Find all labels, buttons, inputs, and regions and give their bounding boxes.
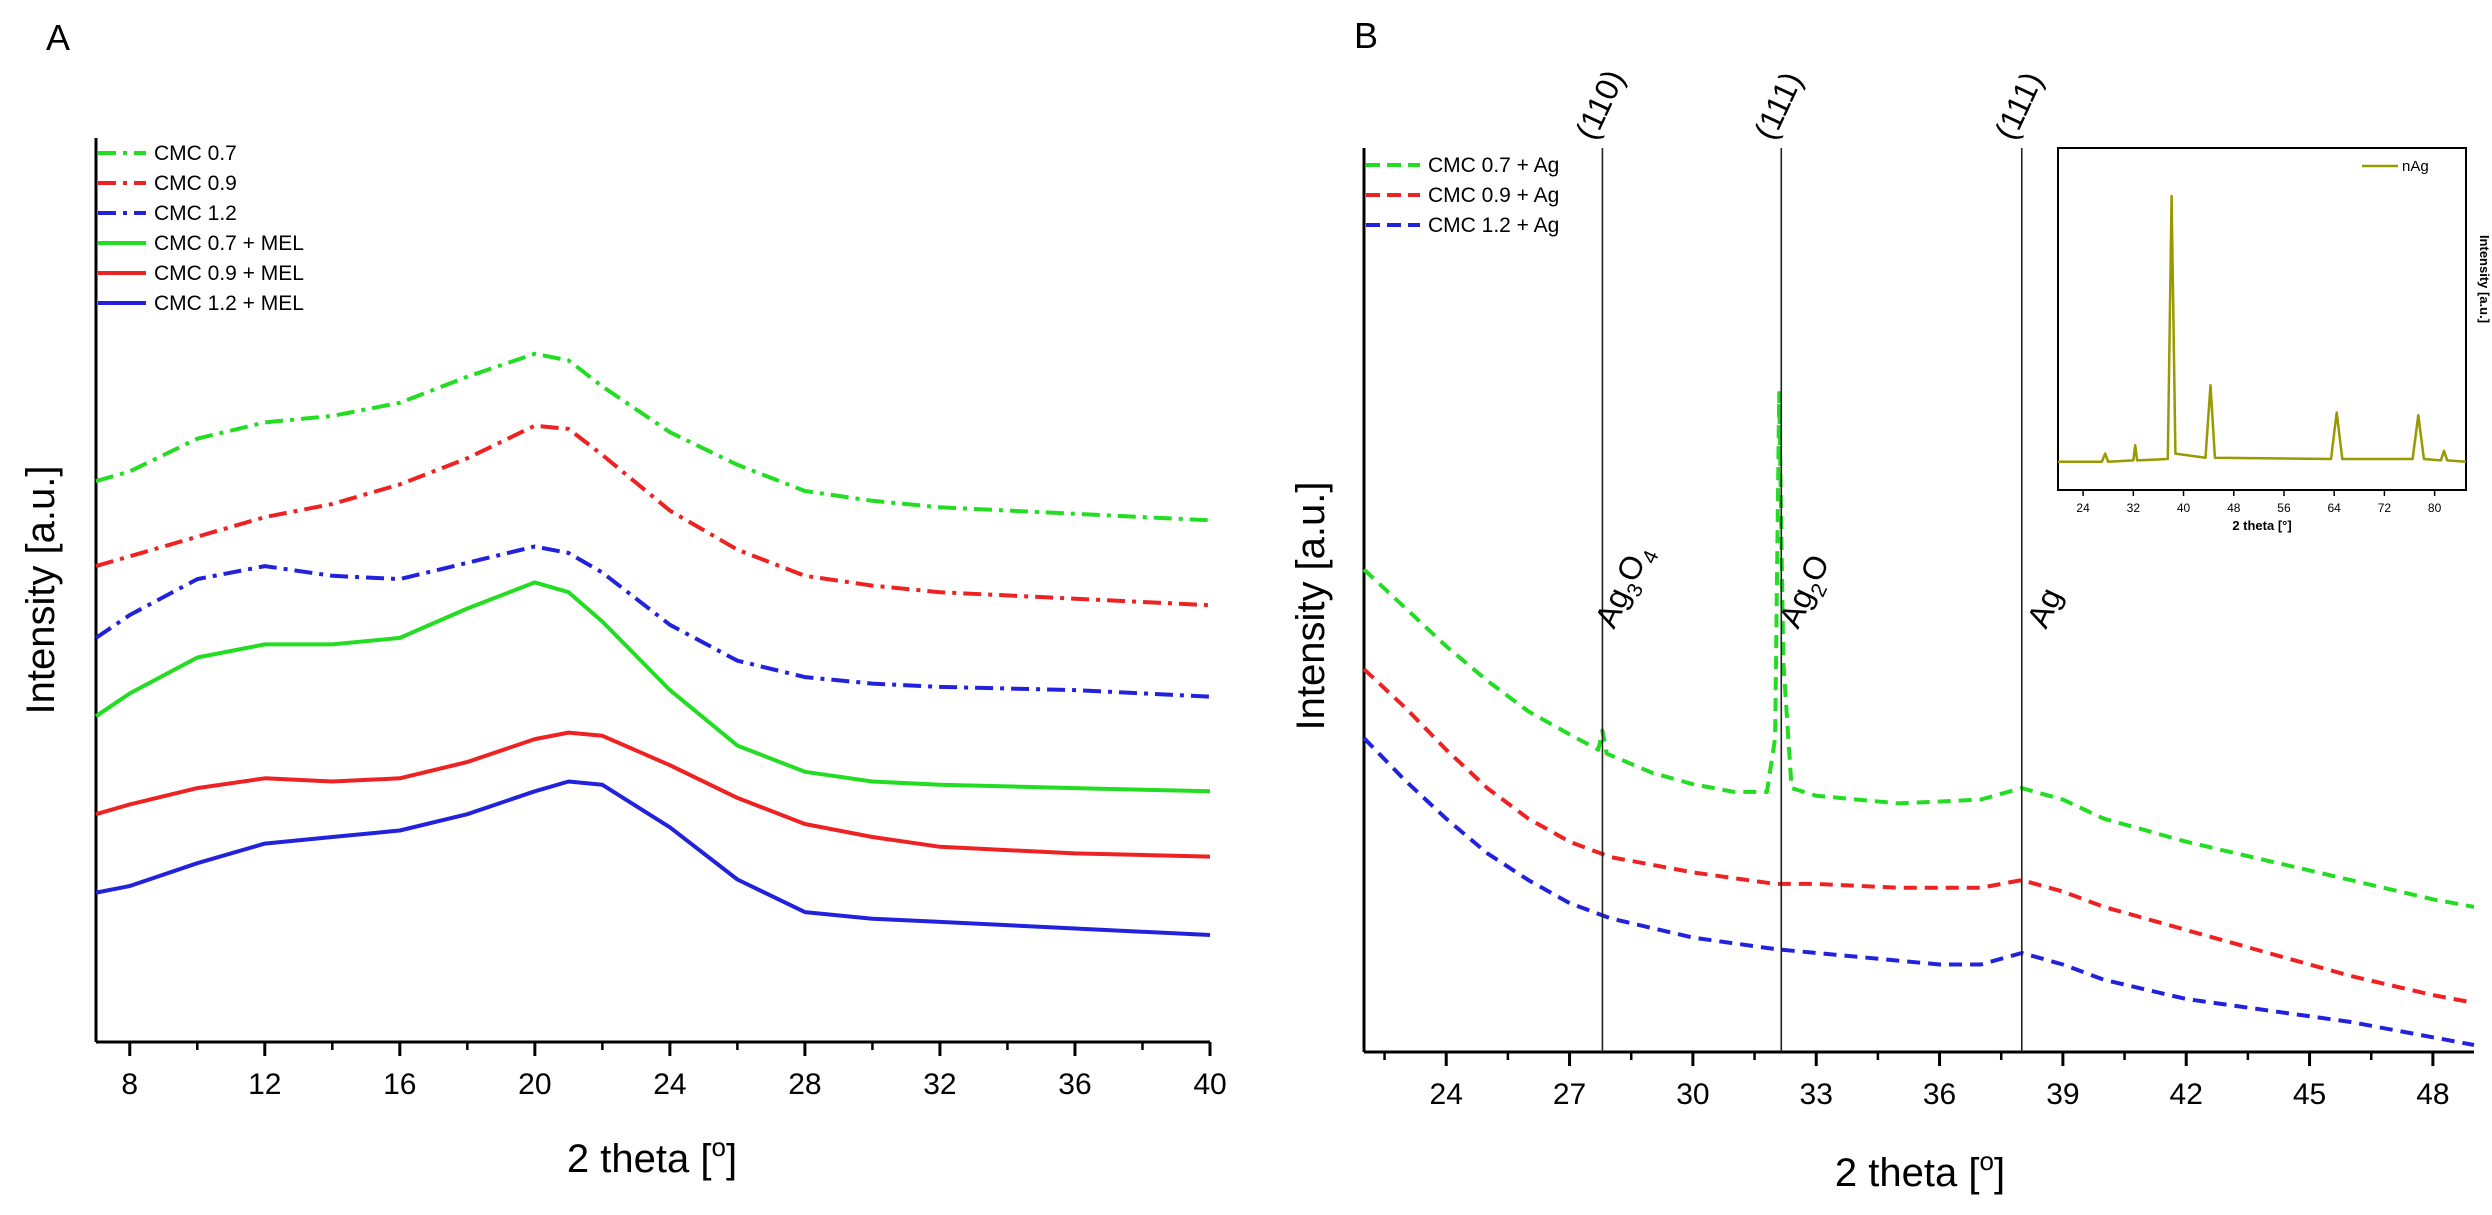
inset-series-nag — [2058, 194, 2467, 464]
inset-x-tick-label: 80 — [2428, 501, 2442, 515]
x-tick-label: 36 — [1923, 1078, 1956, 1111]
x-tick-label: 16 — [383, 1068, 416, 1101]
x-tick-label: 39 — [2046, 1078, 2079, 1111]
phase-label: Ag — [2020, 582, 2069, 633]
series-line-cmc-0-9-ag — [1362, 667, 2475, 1005]
hkl-label: (111) — [1747, 66, 1809, 145]
x-axis-title-end: ] — [726, 1137, 737, 1181]
x-tick-label: 12 — [248, 1068, 281, 1101]
x-axis-title-unit: o — [711, 1132, 725, 1162]
legend-label: CMC 1.2 + MEL — [154, 292, 304, 315]
x-tick-label: 20 — [518, 1068, 551, 1101]
legend: CMC 0.7 + Ag CMC 0.9 + Ag CMC 1.2 + Ag — [1366, 154, 1559, 237]
inset-x-tick-label: 24 — [2076, 501, 2090, 515]
x-tick-label: 32 — [923, 1068, 956, 1101]
hkl-label: (111) — [1987, 66, 2049, 145]
inset-frame — [2057, 147, 2467, 491]
panel-label: A — [46, 17, 70, 58]
legend: CMC 0.7 CMC 0.9 CMC 1.2 CMC 0.7 + MEL CMC 0.… — [98, 142, 304, 315]
x-tick-label: 33 — [1800, 1078, 1833, 1111]
hkl-label: (110) — [1568, 64, 1631, 145]
inset-x-tick-label: 48 — [2227, 501, 2241, 515]
phase-label: Ag3O4 — [1588, 538, 1664, 636]
x-tick-label: 24 — [653, 1068, 686, 1101]
series-line-cmc-0-7-mel — [94, 580, 1211, 794]
legend-label: CMC 0.7 + Ag — [1428, 154, 1559, 177]
x-axis-title: 2 theta [o] — [567, 1132, 737, 1181]
legend-label: CMC 0.9 + MEL — [154, 262, 304, 285]
x-axis-title-text: 2 theta [ — [1835, 1151, 1980, 1195]
x-tick-label: 27 — [1553, 1078, 1586, 1111]
series-line-cmc-0-7-ag — [1362, 391, 2475, 909]
x-tick-label: 42 — [2170, 1078, 2203, 1111]
panel-label: B — [1354, 15, 1378, 56]
series-line-cmc-0-9 — [95, 423, 1211, 608]
x-axis-title: 2 theta [o] — [1835, 1146, 2005, 1195]
inset-y-title: Intensity [a.u.] — [2477, 235, 2492, 323]
phase-main: Ag — [2020, 582, 2069, 633]
inset-x-title: 2 theta [°] — [2232, 518, 2291, 533]
legend-label: CMC 0.7 + MEL — [154, 232, 304, 255]
legend-label: CMC 1.2 + Ag — [1428, 214, 1559, 237]
x-axis-title-end: ] — [1994, 1151, 2005, 1195]
inset-legend-label: nAg — [2402, 158, 2429, 175]
legend-label: CMC 0.9 — [154, 172, 237, 195]
x-tick-label: 30 — [1676, 1078, 1709, 1111]
y-axis-title: Intensity [a.u.] — [1289, 481, 1333, 730]
series-line-cmc-1-2 — [94, 544, 1211, 699]
x-axis-title-unit: o — [1979, 1146, 1993, 1176]
x-tick-label: 24 — [1430, 1078, 1463, 1111]
x-tick-label: 40 — [1193, 1068, 1226, 1101]
inset-chart: 24 32 40 48 56 64 72 80 2 theta [°] Intensity [a.… — [2057, 147, 2492, 533]
inset-x-tick-label: 56 — [2277, 501, 2291, 515]
series-line-cmc-1-2-ag — [1362, 736, 2475, 1047]
series-line-cmc-0-9-mel — [95, 730, 1211, 859]
series-line-cmc-1-2-mel — [95, 779, 1211, 937]
y-axis-title: Intensity [a.u.] — [19, 465, 63, 714]
x-axis-title-text: 2 theta [ — [567, 1137, 712, 1181]
x-tick-label: 36 — [1058, 1068, 1091, 1101]
inset-x-tick-label: 64 — [2328, 501, 2342, 515]
x-tick-label: 45 — [2293, 1078, 2326, 1111]
legend-label: CMC 0.9 + Ag — [1428, 184, 1559, 207]
phase-oxygen: O — [1793, 549, 1836, 587]
inset-x-tick-label: 32 — [2127, 501, 2141, 515]
inset-x-tick-label: 72 — [2378, 501, 2392, 515]
x-tick-label: 28 — [788, 1068, 821, 1101]
inset-x-tick-label: 40 — [2177, 501, 2191, 515]
x-tick-label: 48 — [2416, 1078, 2449, 1111]
legend-label: CMC 1.2 — [154, 202, 237, 225]
legend-label: CMC 0.7 — [154, 142, 237, 165]
reference-lines: (110)Ag3O4(111)Ag2O(111)Ag — [1568, 64, 2069, 1052]
x-tick-label: 8 — [121, 1068, 138, 1101]
panel-a: A 8 12 16 20 24 28 32 36 40 2 theta [o] Intensity [… — [19, 17, 1227, 1181]
series-line-cmc-0-7 — [95, 351, 1211, 523]
